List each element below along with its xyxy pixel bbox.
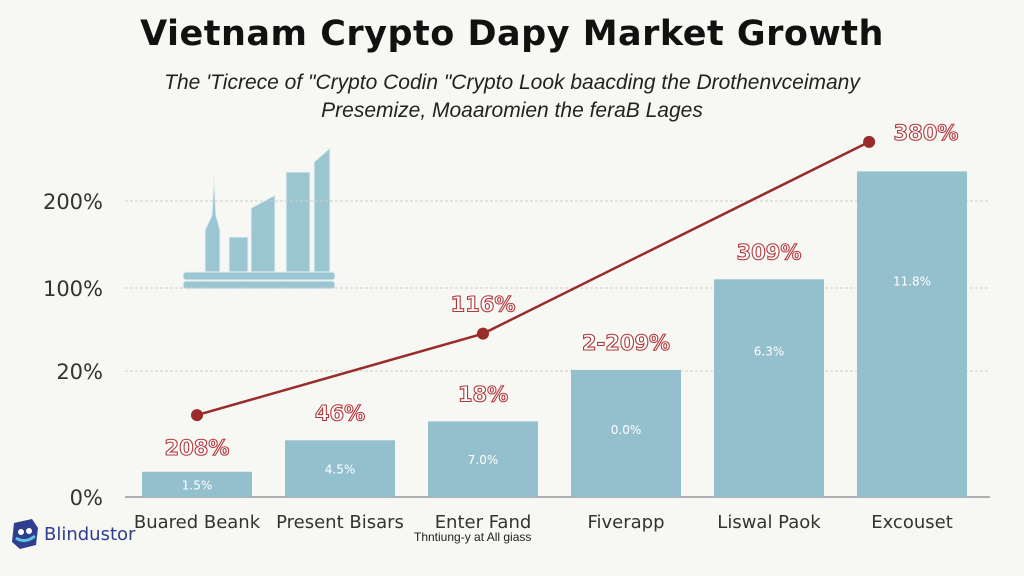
y-tick-label: 0% bbox=[70, 486, 103, 510]
bar-top-label: 2-209% bbox=[582, 331, 670, 355]
x-tick-label: Excouset bbox=[871, 512, 953, 533]
x-tick-label: Enter Fand bbox=[435, 512, 532, 533]
y-tick-label: 100% bbox=[43, 277, 103, 301]
bar-top-label: 18% bbox=[458, 382, 508, 406]
trend-point-label: 116% bbox=[451, 293, 516, 317]
x-tick-label: Present Bisars bbox=[276, 512, 404, 533]
x-tick-label: Buared Beank bbox=[134, 512, 261, 533]
bar-inner-label: 7.0% bbox=[468, 453, 499, 467]
trend-point bbox=[863, 135, 876, 148]
bar bbox=[714, 279, 824, 497]
x-tick-label: Liswal Paok bbox=[717, 512, 821, 533]
bar-inner-label: 11.8% bbox=[893, 274, 931, 288]
brand-name: Blindustor bbox=[44, 523, 136, 545]
y-tick-label: 20% bbox=[56, 360, 103, 384]
skyline-illustration bbox=[182, 146, 336, 290]
chart-subtitle-line-2: Presemize, Moaaromien the feraB Lages bbox=[321, 99, 703, 122]
y-tick-label: 200% bbox=[43, 190, 103, 214]
bar bbox=[285, 440, 395, 497]
bar-top-label: 309% bbox=[737, 240, 802, 264]
bar-inner-label: 4.5% bbox=[325, 463, 356, 477]
trend-point bbox=[191, 409, 203, 422]
chart-title: Vietnam Crypto Dapy Market Growth bbox=[140, 14, 884, 54]
bar-top-label: 46% bbox=[315, 401, 365, 425]
bar-top-label: 380% bbox=[894, 121, 959, 145]
brand-logo: Blindustor bbox=[10, 518, 135, 550]
bar-top-label: 208% bbox=[165, 436, 230, 460]
bar-inner-label: 0.0% bbox=[611, 423, 642, 437]
bar bbox=[857, 171, 967, 498]
bar-inner-label: 6.3% bbox=[754, 344, 785, 358]
bar bbox=[571, 369, 681, 497]
x-tick-label: Fiverapp bbox=[587, 512, 664, 533]
chart-footnote: Thntiung-y at All giass bbox=[414, 530, 532, 544]
bar bbox=[142, 471, 252, 497]
bar-inner-label: 1.5% bbox=[182, 478, 213, 492]
brand-logo-icon bbox=[12, 519, 38, 549]
chart-subtitle-line-1: The 'Ticrece of "Crypto Codin "Crypto Lo… bbox=[164, 71, 860, 94]
bar bbox=[428, 421, 538, 497]
trend-point bbox=[477, 327, 489, 340]
